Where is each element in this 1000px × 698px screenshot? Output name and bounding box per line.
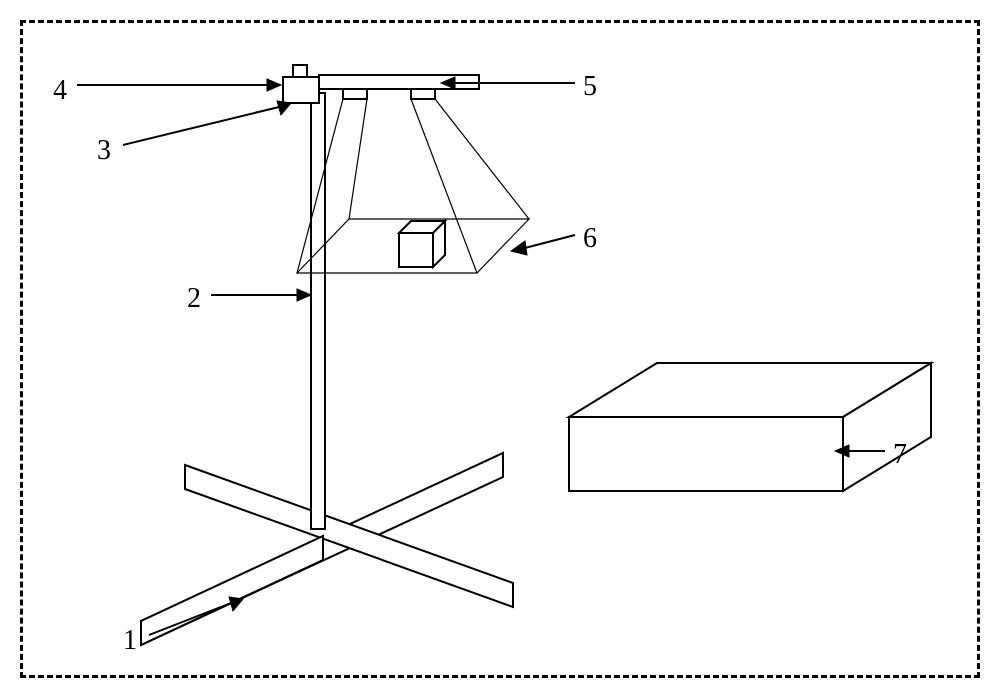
arrow-2-head: [297, 289, 311, 301]
diagram-frame: 1 2 3 4 5 6 7: [20, 20, 980, 678]
sample-cube: [399, 221, 445, 267]
stand-pole: [311, 93, 325, 529]
label-7: 7: [893, 439, 907, 471]
diagram-svg: [23, 23, 983, 681]
arrow-6-head: [511, 241, 527, 255]
label-5: 5: [583, 71, 597, 103]
connector-top-block: [293, 65, 307, 77]
label-4: 4: [53, 75, 67, 107]
cube-front: [399, 233, 433, 267]
label-3: 3: [97, 135, 111, 167]
label-6: 6: [583, 223, 597, 255]
arrow-6: [521, 235, 575, 249]
arrow-3-head: [277, 101, 291, 115]
pole-arm-connector: [283, 77, 319, 103]
arrow-3: [123, 107, 279, 145]
frustum-edge: [349, 99, 367, 219]
camera-mount-2: [411, 89, 435, 99]
box7-front: [569, 417, 843, 491]
arrow-4-head: [267, 79, 281, 91]
leg-a-front: [141, 536, 323, 645]
leader-arrows: [77, 77, 885, 635]
box-7: [569, 363, 931, 491]
label-1: 1: [123, 625, 137, 657]
label-2: 2: [187, 283, 201, 315]
arrow-1-head: [229, 597, 243, 611]
camera-mount-1: [343, 89, 367, 99]
